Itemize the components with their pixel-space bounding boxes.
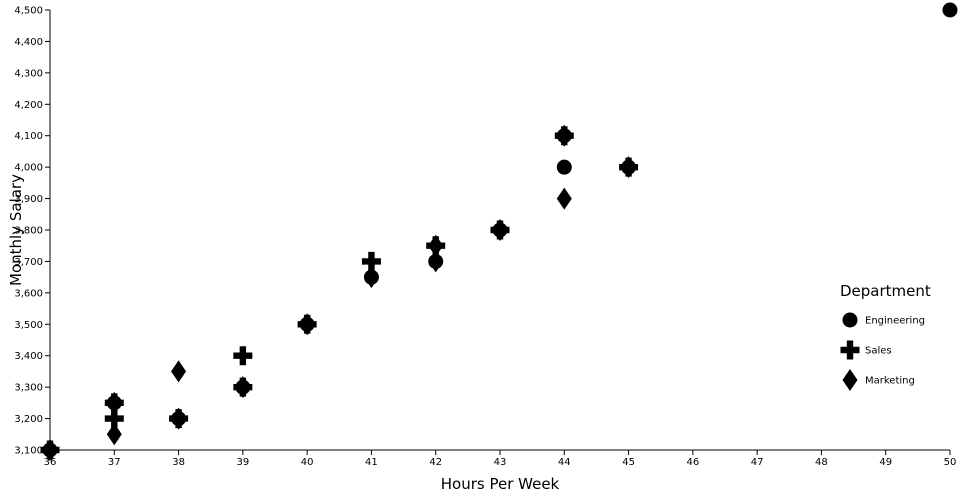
marketing-point <box>171 407 187 430</box>
x-tick-label: 42 <box>429 457 442 468</box>
marketing-point <box>621 156 637 179</box>
marketing-point <box>428 250 444 273</box>
x-tick-label: 41 <box>365 457 378 468</box>
legend-marketing-marker <box>842 369 858 391</box>
x-axis: 36 37 38 39 40 41 42 43 44 45 46 47 48 49 50 <box>44 449 957 468</box>
x-tick-label: 36 <box>44 457 57 468</box>
marketing-point <box>556 124 572 147</box>
x-tick-label: 37 <box>108 457 121 468</box>
x-tick-label: 48 <box>815 457 828 468</box>
x-tick-label: 45 <box>622 457 635 468</box>
marketing-point <box>492 219 508 241</box>
y-tick-label: 4,300 <box>14 68 43 79</box>
x-tick-label: 44 <box>558 457 571 468</box>
y-tick-label: 3,700 <box>14 257 43 268</box>
x-tick-label: 47 <box>751 457 764 468</box>
y-tick-label: 3,800 <box>14 226 43 237</box>
engineering-point <box>556 159 572 175</box>
legend-engineering-label: Engineering <box>865 316 925 327</box>
legend: Department Engineering Sales Marketing <box>840 282 931 391</box>
x-axis-title: Hours Per Week <box>441 475 560 493</box>
y-tick-label: 3,500 <box>14 320 43 331</box>
legend-title: Department <box>840 282 931 300</box>
y-tick-label: 3,600 <box>14 288 43 299</box>
sales-point <box>233 346 253 366</box>
y-tick-label: 3,900 <box>14 194 43 205</box>
plot-area <box>40 2 958 461</box>
marketing-point <box>171 360 187 383</box>
y-tick-label: 4,500 <box>14 6 43 17</box>
sales-point <box>104 409 124 429</box>
legend-sales-label: Sales <box>865 346 892 357</box>
sales-point <box>361 251 381 271</box>
x-tick-label: 49 <box>879 457 892 468</box>
x-tick-label: 46 <box>686 457 699 468</box>
engineering-point <box>942 2 958 18</box>
x-tick-label: 38 <box>172 457 185 468</box>
y-tick-label: 4,400 <box>14 37 43 48</box>
x-tick-label: 40 <box>301 457 314 468</box>
y-tick-label: 4,200 <box>14 100 43 111</box>
legend-engineering-marker <box>842 312 858 328</box>
legend-sales-marker <box>840 340 860 360</box>
legend-marketing-label: Marketing <box>865 376 915 387</box>
marketing-point <box>556 187 572 210</box>
y-tick-label: 3,200 <box>14 414 43 425</box>
y-axis: 3,100 3,200 3,300 3,400 3,500 3,600 3,700 3,800… <box>14 6 51 457</box>
y-tick-label: 3,300 <box>14 383 43 394</box>
marketing-point <box>363 266 379 289</box>
y-tick-label: 4,000 <box>14 163 43 174</box>
x-tick-label: 39 <box>236 457 249 468</box>
x-tick-label: 50 <box>944 457 957 468</box>
x-tick-label: 43 <box>494 457 507 468</box>
marketing-point <box>106 391 122 414</box>
y-axis-title: Monthly Salary <box>7 174 25 286</box>
y-tick-label: 3,400 <box>14 351 43 362</box>
y-tick-label: 3,100 <box>14 446 43 457</box>
marketing-point <box>428 234 444 257</box>
marketing-point <box>235 376 251 399</box>
y-tick-label: 4,100 <box>14 131 43 142</box>
marketing-point <box>299 313 315 336</box>
marketing-point <box>106 423 122 446</box>
